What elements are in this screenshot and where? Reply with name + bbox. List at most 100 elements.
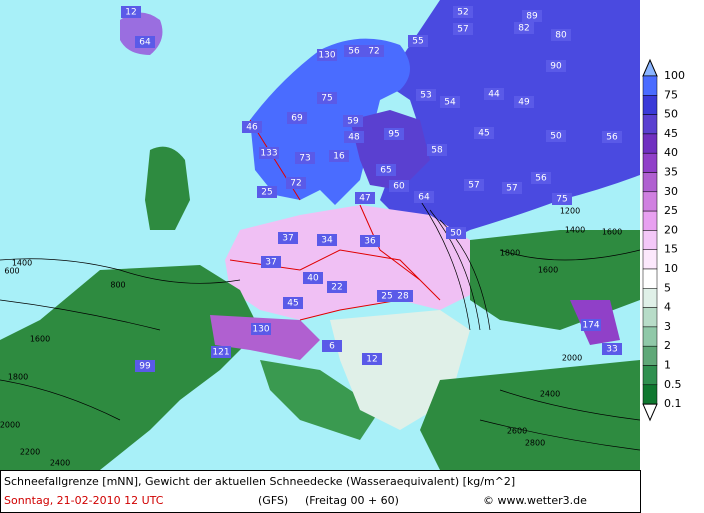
- snow-label-box: [286, 177, 306, 189]
- snow-label-box: [377, 290, 397, 302]
- snow-label: 72: [368, 47, 379, 57]
- snow-label-box: [602, 343, 622, 355]
- snow-label-box: [531, 172, 551, 184]
- legend-label: 50: [664, 108, 678, 121]
- snow-label: 45: [287, 299, 298, 309]
- legend-label: 2: [664, 339, 671, 352]
- snow-label: 58: [431, 146, 443, 156]
- snow-label-box: [135, 360, 155, 372]
- snow-label: 65: [380, 166, 391, 176]
- snow-label-box: [453, 23, 473, 35]
- borders: [229, 119, 441, 321]
- legend: 100 75 50 45 40 35 30 25 20 15 10 5 4 3 2 1 0.5 0.1: [642, 58, 685, 422]
- snow-label-box: [393, 290, 413, 302]
- legend-label: 45: [664, 127, 678, 140]
- snow-label-box: [261, 256, 281, 268]
- contour-label: 2000: [0, 421, 20, 430]
- snow-label: 80: [555, 31, 567, 41]
- snow-label-box: [121, 6, 141, 18]
- legend-label: 75: [664, 88, 678, 101]
- snow-label-box: [446, 227, 466, 239]
- legend-label: 1: [664, 359, 671, 372]
- legend-segment: [642, 365, 658, 386]
- snow-label: 52: [457, 8, 468, 18]
- snow-label: 130: [252, 325, 269, 335]
- snow-label: 95: [388, 130, 399, 140]
- snow-label: 22: [331, 283, 342, 293]
- title: Schneefallgrenze [mNN], Gewicht der aktu…: [4, 475, 515, 488]
- legend-segment: [642, 133, 658, 154]
- legend-segment: [642, 345, 658, 366]
- contour-label: 1400: [12, 259, 32, 268]
- legend-label: 20: [664, 223, 678, 236]
- snow-label: 75: [556, 195, 567, 205]
- snow-label: 64: [139, 38, 151, 48]
- contour-label: 2600: [507, 427, 527, 436]
- contour-label: 1600: [602, 228, 622, 237]
- snow-label: 64: [418, 193, 430, 203]
- snow-label: 45: [478, 129, 489, 139]
- snow-label: 34: [321, 236, 333, 246]
- snow-label-box: [329, 150, 349, 162]
- snow-label-box: [514, 22, 534, 34]
- legend-segment: [642, 288, 658, 308]
- turkey: [420, 360, 640, 470]
- legend-segment: [642, 384, 658, 405]
- snow-label: 54: [444, 98, 456, 108]
- legend-segment: [642, 230, 658, 250]
- contour-label: 600: [4, 267, 19, 276]
- snow-label-box: [581, 319, 601, 331]
- snow-label-box: [440, 96, 460, 108]
- legend-label: 35: [664, 166, 678, 179]
- snow-label-box: [278, 232, 298, 244]
- contours: [0, 199, 641, 451]
- italy-balkan: [260, 360, 380, 440]
- snow-label-box: [552, 193, 572, 205]
- contour-label: 2200: [20, 448, 40, 457]
- footer: [0, 470, 641, 513]
- snow-label: 56: [535, 174, 547, 184]
- run: (Freitag 00 + 60): [305, 494, 399, 507]
- snow-label-box: [484, 88, 504, 100]
- snow-label: 57: [457, 25, 468, 35]
- snow-label: 36: [364, 237, 376, 247]
- snow-label: 55: [412, 37, 423, 47]
- snow-label-box: [546, 60, 566, 72]
- snow-label: 72: [290, 179, 301, 189]
- snow-label: 33: [606, 345, 617, 355]
- snow-label-box: [295, 152, 315, 164]
- contour-label: 2400: [540, 390, 560, 399]
- snow-label-box: [427, 144, 447, 156]
- contour-label: 2800: [525, 439, 545, 448]
- snow-label-box: [211, 346, 231, 358]
- snow-label: 12: [125, 8, 136, 18]
- map-labels: 12 64 52 57 89 82 80 130 56 72 55 90 75 53 54 44 49 69 59 4…: [0, 6, 622, 468]
- legend-label: 10: [664, 262, 678, 275]
- snow-label-box: [317, 49, 337, 61]
- snow-label: 25: [261, 188, 272, 198]
- legend-segment: [642, 95, 658, 115]
- snow-label: 89: [526, 12, 538, 22]
- snow-label: 28: [397, 292, 409, 302]
- snow-label: 99: [139, 362, 151, 372]
- west-europe: [0, 265, 260, 470]
- legend-segment: [642, 210, 658, 231]
- snow-label-box: [344, 45, 364, 57]
- contour-label: 1400: [565, 226, 585, 235]
- snow-label: 56: [606, 133, 618, 143]
- legend-label: 4: [664, 301, 671, 314]
- legend-segment: [642, 114, 658, 135]
- snow-label-box: [389, 180, 409, 192]
- contour-label: 800: [110, 281, 125, 290]
- snow-label: 12: [366, 355, 377, 365]
- legend-segment: [642, 152, 658, 173]
- snow-label-box: [464, 179, 484, 191]
- snow-label: 25: [381, 292, 392, 302]
- snow-label: 73: [299, 154, 310, 164]
- snow-label-box: [522, 10, 542, 22]
- snow-label: 56: [348, 47, 360, 57]
- snow-label-box: [343, 115, 363, 127]
- snow-label-box: [135, 36, 155, 48]
- snow-label-box: [287, 112, 307, 124]
